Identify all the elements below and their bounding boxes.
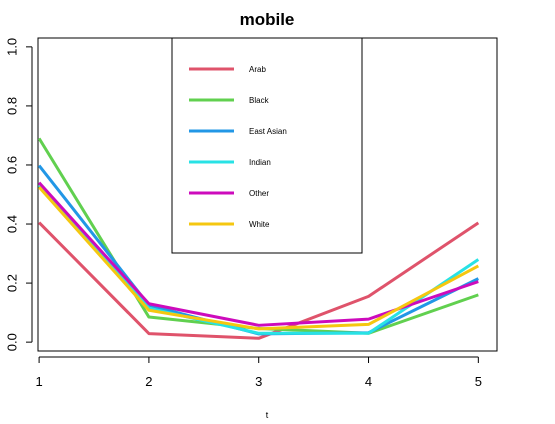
legend-box [171,37,363,254]
y-tick-label: 0.0 [4,333,19,351]
legend-label: Other [249,189,269,198]
legend-label: East Asian [249,127,287,136]
legend-item: East Asian [189,127,287,136]
legend-item: Indian [189,158,271,167]
chart-title: mobile [240,10,295,29]
x-axis-label: t [266,410,269,419]
legend-item: Black [189,96,270,105]
x-tick-label: 2 [145,374,152,389]
series-line-white [37,186,480,331]
legend-item: White [189,220,270,229]
y-tick-label: 1.0 [4,38,19,56]
legend-label: Indian [249,158,271,167]
legend: Arab Black East Asian Indian Other White [171,37,363,254]
legend-item: Arab [189,65,266,74]
x-tick-label: 3 [255,374,262,389]
y-tick-label: 0.4 [4,215,19,233]
series-line-arab [38,221,480,340]
axes-layer: 1 2 3 4 5 0.0 0.2 0.4 0.6 0.8 1.0 [4,38,482,389]
legend-items: Arab Black East Asian Indian Other White [189,65,287,229]
x-tick-label: 5 [475,374,482,389]
y-tick-label: 0.8 [4,97,19,115]
legend-item: Other [189,189,269,198]
series-layer [37,137,480,340]
x-tick-label: 1 [35,374,42,389]
y-tick-label: 0.6 [4,156,19,174]
legend-label: Black [249,96,270,105]
y-tick-label: 0.2 [4,274,19,292]
x-tick-label: 4 [365,374,372,389]
legend-label: Arab [249,65,266,74]
legend-label: White [249,220,270,229]
